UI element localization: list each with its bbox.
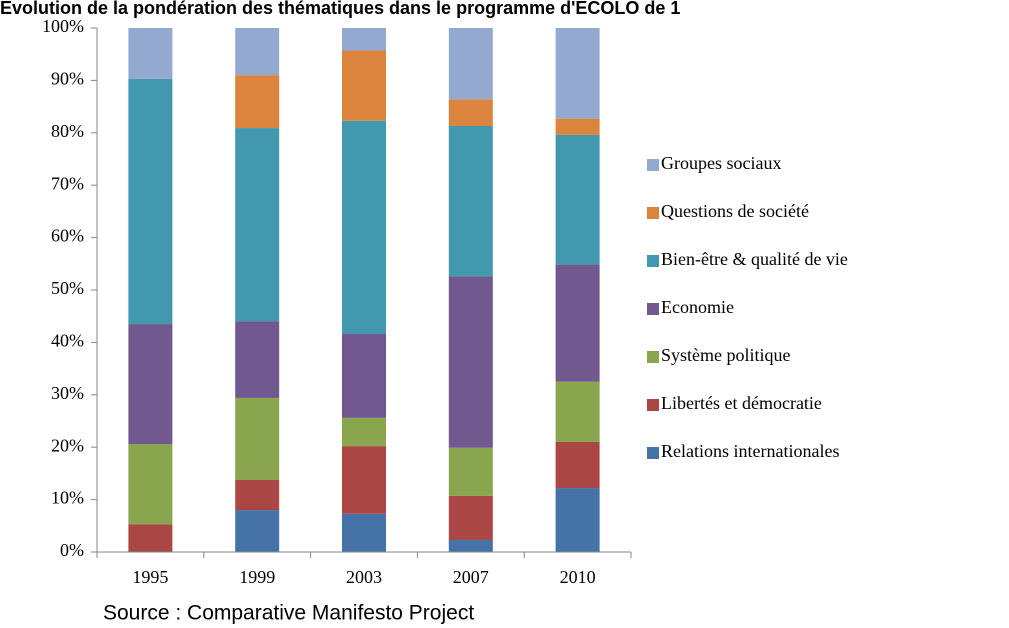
bar-segment: [235, 128, 280, 322]
legend-label: Groupes sociaux: [661, 153, 781, 173]
bar-segment: [128, 524, 173, 552]
bar-segment: [555, 118, 600, 135]
x-tick-label: 2010: [560, 567, 596, 587]
x-tick-label: 2003: [346, 567, 382, 587]
bar-segment: [235, 397, 280, 480]
bar-segment: [128, 324, 173, 445]
bar-segment: [342, 28, 386, 51]
bar-segment: [235, 321, 280, 398]
y-tick-label: 80%: [51, 121, 84, 141]
legend-label: Bien-être & qualité de vie: [661, 249, 848, 269]
y-tick-label: 30%: [51, 383, 84, 403]
bar-segment: [235, 479, 280, 511]
legend-label: Questions de société: [661, 201, 809, 221]
y-tick-label: 0%: [60, 540, 84, 560]
legend-swatch: [647, 303, 659, 315]
bar-segment: [235, 75, 280, 129]
bar-segment: [128, 78, 173, 325]
bar-segment: [128, 28, 173, 79]
legend-label: Système politique: [661, 345, 791, 365]
y-tick-label: 60%: [51, 226, 84, 246]
bar-segment: [235, 28, 280, 76]
legend-swatch: [647, 447, 659, 459]
bar-segment: [235, 510, 280, 552]
legend-swatch: [647, 351, 659, 363]
bar-segment: [555, 488, 600, 552]
x-tick-label: 1999: [239, 567, 275, 587]
bar-segment: [128, 444, 173, 525]
bar-segment: [342, 334, 386, 418]
x-tick-label: 2007: [453, 567, 489, 587]
bar-segment: [342, 120, 386, 335]
bar-segment: [555, 28, 600, 119]
legend-swatch: [647, 399, 659, 411]
bar-segment: [448, 447, 493, 496]
bar-segment: [448, 28, 493, 100]
bar-segment: [448, 125, 493, 277]
bar-segment: [555, 134, 600, 265]
y-tick-label: 100%: [42, 16, 84, 36]
bar-segment: [342, 50, 386, 121]
legend-label: Relations internationales: [661, 441, 839, 461]
y-tick-label: 20%: [51, 435, 84, 455]
legend-swatch: [647, 255, 659, 267]
y-tick-label: 10%: [51, 488, 84, 508]
legend-swatch: [647, 207, 659, 219]
bar-segment: [342, 417, 386, 447]
legend-swatch: [647, 159, 659, 171]
y-tick-label: 40%: [51, 331, 84, 351]
chart-title: Evolution de la pondération des thématiq…: [0, 0, 680, 18]
legend-label: Libertés et démocratie: [661, 393, 822, 413]
bar-segment: [448, 539, 493, 552]
bar-segment: [448, 99, 493, 126]
bar-segment: [448, 276, 493, 448]
legend-label: Economie: [661, 297, 734, 317]
x-tick-label: 1995: [132, 567, 168, 587]
bar-segment: [555, 381, 600, 442]
bar-segment: [342, 513, 386, 552]
bar-segment: [342, 446, 386, 514]
bar-segment: [555, 441, 600, 489]
bar-segment: [555, 264, 600, 382]
bar-segment: [448, 495, 493, 540]
y-tick-label: 50%: [51, 278, 84, 298]
y-tick-label: 90%: [51, 69, 84, 89]
y-tick-label: 70%: [51, 173, 84, 193]
source: Source : Comparative Manifesto Project: [103, 602, 474, 625]
